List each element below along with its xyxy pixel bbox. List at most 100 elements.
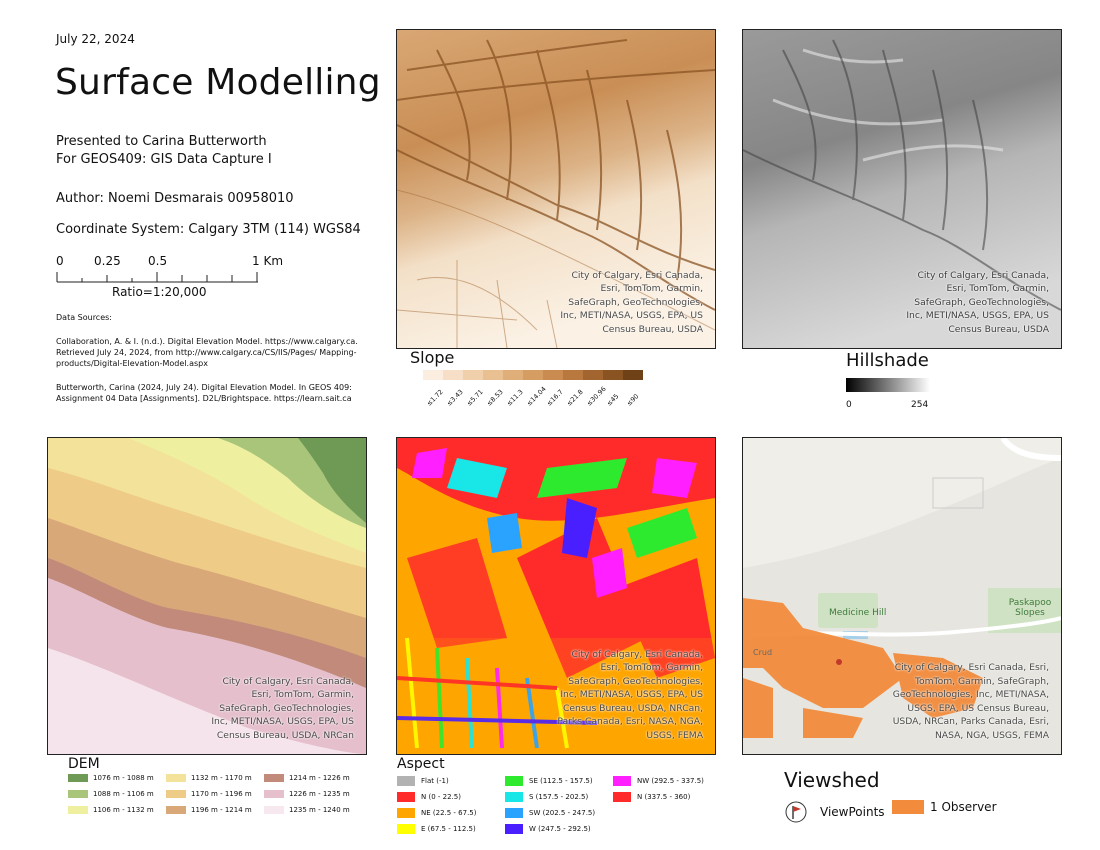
dem-swatch <box>68 806 88 814</box>
hillshade-min: 0 <box>846 400 852 410</box>
dem-swatch <box>166 806 186 814</box>
slope-tick-label: ≤14.04 <box>525 384 548 408</box>
presented-to: Presented to Carina Butterworth <box>56 134 267 149</box>
slope-legend: ≤1.72 ≤3.43 ≤5.71 ≤8.53 ≤11.3 ≤14.04 ≤16.7 ≤21.… <box>423 370 643 410</box>
aspect-swatch <box>613 776 631 786</box>
dem-legend-item: 1076 m - 1088 m <box>68 774 154 782</box>
aspect-credit: City of Calgary, Esri Canada, Esri, TomT… <box>557 648 703 741</box>
viewshed-legend-title: Viewshed <box>784 768 880 792</box>
aspect-legend-label: S (157.5 - 202.5) <box>529 793 589 801</box>
aspect-legend-item: W (247.5 - 292.5) <box>505 824 591 834</box>
dem-legend-item: 1106 m - 1132 m <box>68 806 154 814</box>
viewshed-basemap <box>743 438 1061 754</box>
aspect-swatch <box>505 792 523 802</box>
dem-legend-label: 1106 m - 1132 m <box>93 806 154 814</box>
slope-swatch <box>603 370 623 380</box>
aspect-legend-item: NE (22.5 - 67.5) <box>397 808 477 818</box>
aspect-swatch <box>505 808 523 818</box>
dem-legend-item: 1170 m - 1196 m <box>166 790 252 798</box>
dem-credit: City of Calgary, Esri Canada, Esri, TomT… <box>211 675 354 741</box>
slope-credit: City of Calgary, Esri Canada, Esri, TomT… <box>560 269 703 335</box>
label-road: Crud <box>753 648 773 657</box>
slope-tick-label: ≤30.96 <box>585 384 608 408</box>
slope-tick-label: ≤1.72 <box>425 387 445 408</box>
slope-tick-label: ≤45 <box>605 392 621 408</box>
slope-swatch <box>523 370 543 380</box>
scale-label-0: 0 <box>56 254 64 268</box>
dem-swatch <box>264 790 284 798</box>
scale-bar-graphic <box>56 272 258 283</box>
slope-raster <box>397 30 715 348</box>
viewshed-area <box>743 598 983 738</box>
hillshade-ramp <box>846 378 930 392</box>
dem-swatch <box>166 790 186 798</box>
slope-tick-label: ≤8.53 <box>485 387 505 408</box>
aspect-swatch <box>397 824 415 834</box>
hillshade-credit: City of Calgary, Esri Canada, Esri, TomT… <box>906 269 1049 335</box>
dem-legend-label: 1226 m - 1235 m <box>289 790 350 798</box>
aspect-legend-item: SE (112.5 - 157.5) <box>505 776 593 786</box>
slope-swatch <box>623 370 643 380</box>
dem-legend-label: 1235 m - 1240 m <box>289 806 350 814</box>
aspect-legend-label: E (67.5 - 112.5) <box>421 825 476 833</box>
dem-legend-label: 1214 m - 1226 m <box>289 774 350 782</box>
dem-legend-item: 1132 m - 1170 m <box>166 774 252 782</box>
aspect-legend-label: NW (292.5 - 337.5) <box>637 777 704 785</box>
dem-swatch <box>264 806 284 814</box>
dem-legend-item: 1088 m - 1106 m <box>68 790 154 798</box>
aspect-legend-label: NE (22.5 - 67.5) <box>421 809 477 817</box>
dem-legend-label: 1132 m - 1170 m <box>191 774 252 782</box>
hillshade-max: 254 <box>911 400 929 410</box>
viewshed-legend: ViewPoints 1 Observer <box>784 798 1064 828</box>
aspect-swatch <box>397 808 415 818</box>
dem-swatch <box>68 774 88 782</box>
aspect-swatch <box>505 824 523 834</box>
dem-legend: 1076 m - 1088 m 1088 m - 1106 m 1106 m - 1… <box>68 774 368 824</box>
dem-legend-item: 1235 m - 1240 m <box>264 806 350 814</box>
slope-swatch <box>483 370 503 380</box>
aspect-legend-label: SW (202.5 - 247.5) <box>529 809 596 817</box>
dem-legend-title: DEM <box>68 756 100 772</box>
viewshed-map[interactable]: Medicine Hill Paskapoo Slopes Crud City … <box>742 437 1062 755</box>
coordinate-system: Coordinate System: Calgary 3TM (114) WGS… <box>56 222 361 237</box>
source-1: Collaboration, A. & I. (n.d.). Digital E… <box>56 337 358 368</box>
sources-heading: Data Sources: <box>56 313 112 322</box>
dem-swatch <box>68 790 88 798</box>
slope-legend-title: Slope <box>410 348 455 367</box>
flag-icon <box>785 801 807 823</box>
slope-map[interactable]: City of Calgary, Esri Canada, Esri, TomT… <box>396 29 716 349</box>
slope-swatch <box>563 370 583 380</box>
aspect-swatch <box>613 792 631 802</box>
aspect-legend-label: SE (112.5 - 157.5) <box>529 777 593 785</box>
aspect-legend-item: Flat (-1) <box>397 776 449 786</box>
aspect-swatch <box>397 792 415 802</box>
aspect-legend-label: N (337.5 - 360) <box>637 793 691 801</box>
label-paskapoo: Paskapoo Slopes <box>1008 598 1052 618</box>
hillshade-map[interactable]: City of Calgary, Esri Canada, Esri, TomT… <box>742 29 1062 349</box>
dem-legend-item: 1226 m - 1235 m <box>264 790 350 798</box>
aspect-legend-item: S (157.5 - 202.5) <box>505 792 588 802</box>
course-name: For GEOS409: GIS Data Capture I <box>56 152 272 167</box>
dem-map[interactable]: City of Calgary, Esri Canada, Esri, TomT… <box>47 437 367 755</box>
aspect-raster <box>397 438 715 754</box>
slope-swatch <box>543 370 563 380</box>
scale-bar: 0 0.25 0.5 1 Km Ratio=1:20,000 <box>56 254 296 304</box>
aspect-map[interactable]: City of Calgary, Esri Canada, Esri, TomT… <box>396 437 716 755</box>
dem-swatch <box>264 774 284 782</box>
slope-swatch <box>423 370 443 380</box>
author: Author: Noemi Desmarais 00958010 <box>56 191 294 206</box>
aspect-legend-item: N (337.5 - 360) <box>613 792 690 802</box>
slope-tick-label: ≤16.7 <box>545 387 565 408</box>
label-medicine-hill: Medicine Hill <box>829 608 887 618</box>
aspect-legend-item: SW (202.5 - 247.5) <box>505 808 595 818</box>
scale-label-05: 0.5 <box>148 254 168 268</box>
hillshade-legend-title: Hillshade <box>846 350 929 371</box>
scale-label-025: 0.25 <box>94 254 121 268</box>
slope-tick-label: ≤5.71 <box>465 387 485 408</box>
source-2: Butterworth, Carina (2024, July 24). Dig… <box>56 383 352 403</box>
aspect-legend-item: E (67.5 - 112.5) <box>397 824 476 834</box>
aspect-legend-label: N (0 - 22.5) <box>421 793 461 801</box>
map-title: Surface Modelling <box>55 62 381 103</box>
hillshade-raster <box>743 30 1061 348</box>
slope-tick-label: ≤3.43 <box>445 387 465 408</box>
